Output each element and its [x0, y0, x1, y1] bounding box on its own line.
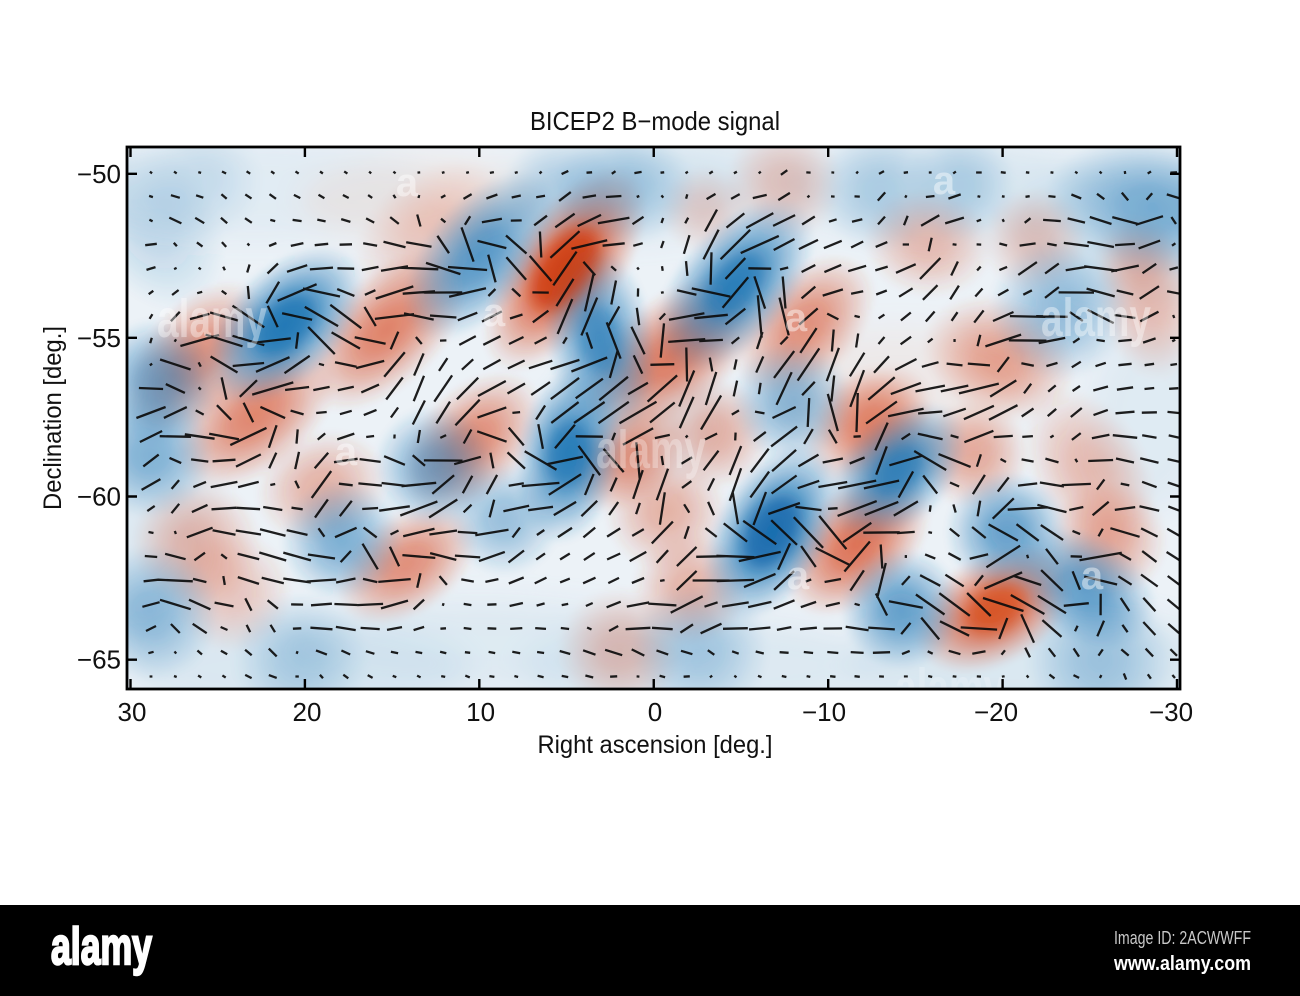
svg-text:alamy: alamy [895, 658, 1005, 718]
svg-text:Declination [deg.]: Declination [deg.] [39, 326, 67, 510]
svg-text:a: a [483, 291, 506, 335]
svg-text:−10: −10 [802, 697, 846, 727]
svg-text:a: a [787, 554, 810, 598]
svg-text:−60: −60 [77, 482, 121, 512]
svg-text:−30: −30 [1149, 697, 1193, 727]
svg-text:−50: −50 [77, 159, 121, 189]
svg-text:www.alamy.com: www.alamy.com [1113, 953, 1251, 975]
svg-text:20: 20 [293, 697, 322, 727]
svg-text:alamy: alamy [157, 289, 267, 349]
svg-text:0: 0 [648, 697, 662, 727]
svg-text:a: a [396, 161, 419, 205]
svg-text:a: a [785, 296, 808, 340]
svg-text:a: a [933, 159, 956, 203]
svg-text:Image ID: 2ACWWFF: Image ID: 2ACWWFF [1114, 928, 1251, 948]
svg-text:alamy: alamy [596, 420, 706, 480]
svg-text:alamy: alamy [51, 918, 152, 976]
svg-text:alamy: alamy [1041, 288, 1151, 348]
svg-text:−20: −20 [974, 697, 1018, 727]
svg-text:−65: −65 [77, 645, 121, 675]
svg-text:10: 10 [466, 697, 495, 727]
svg-text:−55: −55 [77, 323, 121, 353]
svg-text:a: a [335, 430, 358, 474]
svg-text:Right ascension [deg.]: Right ascension [deg.] [538, 731, 773, 759]
svg-text:BICEP2 B−mode signal: BICEP2 B−mode signal [530, 106, 780, 136]
svg-text:a: a [1081, 554, 1104, 598]
svg-text:30: 30 [118, 697, 147, 727]
